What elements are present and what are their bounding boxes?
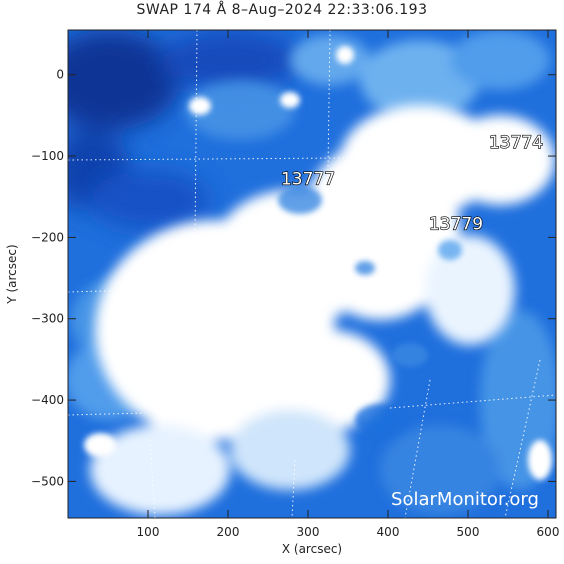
- plot-frame: [67, 29, 557, 519]
- x-tick-label: 400: [377, 525, 400, 539]
- x-tick-label: 600: [537, 525, 560, 539]
- active-region-label: 13779: [429, 214, 483, 234]
- y-tick-label: −300: [31, 312, 64, 326]
- x-tick-label: 500: [457, 525, 480, 539]
- active-region-label: 13777: [281, 170, 335, 190]
- watermark: SolarMonitor.org: [391, 489, 539, 510]
- y-axis: 0 −100 −200 −300 −400 −500: [31, 68, 556, 488]
- x-axis-label: X (arcsec): [282, 542, 342, 556]
- x-tick-label: 100: [137, 525, 160, 539]
- y-tick-label: −200: [31, 230, 64, 244]
- y-axis-label: Y (arcsec): [5, 244, 19, 304]
- x-axis: 100 200 300 400 500 600: [137, 30, 560, 539]
- x-tick-label: 300: [297, 525, 320, 539]
- image-title: SWAP 174 Å 8–Aug–2024 22:33:06.193: [136, 2, 428, 18]
- y-tick-label: 0: [56, 68, 64, 82]
- y-tick-label: −100: [31, 149, 64, 163]
- x-tick-label: 200: [217, 525, 240, 539]
- y-tick-label: −400: [31, 393, 64, 407]
- active-region-label: 13774: [489, 133, 543, 153]
- heliographic-grid: [68, 30, 556, 518]
- active-region-labels: 13777 13779 13774: [280, 132, 543, 235]
- y-tick-label: −500: [31, 474, 64, 488]
- euv-image: [68, 30, 556, 518]
